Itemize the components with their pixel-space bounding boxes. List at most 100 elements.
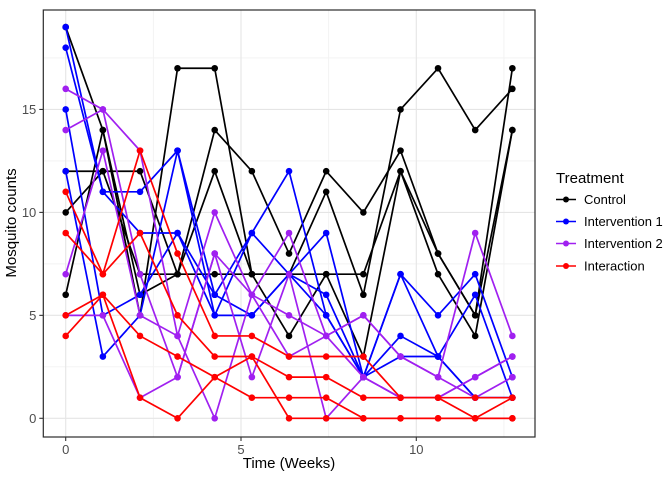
series-point-intervention-1: [62, 106, 69, 113]
series-point-interaction: [285, 415, 293, 422]
series-point-intervention-1: [211, 312, 219, 319]
series-point-intervention-2: [509, 353, 516, 360]
series-point-intervention-2: [397, 353, 404, 360]
series-point-intervention-1: [322, 291, 330, 299]
legend-label-intervention-2: Intervention 2: [584, 236, 663, 251]
series-point-intervention-2: [360, 373, 367, 381]
series-point-control: [211, 167, 219, 175]
series-point-intervention-1: [471, 291, 479, 299]
series-point-control: [360, 291, 367, 299]
series-point-control: [471, 126, 479, 134]
series-point-intervention-1: [434, 312, 442, 319]
series-point-interaction: [136, 332, 144, 340]
series-point-control: [248, 167, 256, 175]
y-tick-label: 5: [29, 308, 36, 323]
series-point-intervention-2: [62, 85, 69, 93]
series-point-control: [322, 270, 330, 278]
series-point-interaction: [248, 394, 256, 402]
series-point-control: [136, 167, 144, 175]
series-point-control: [509, 64, 516, 72]
series-point-interaction: [136, 229, 144, 237]
x-tick-label: 0: [62, 442, 69, 457]
series-point-intervention-1: [397, 332, 404, 340]
series-point-control: [322, 188, 330, 196]
series-point-control: [211, 270, 219, 278]
series-point-intervention-2: [509, 373, 516, 381]
series-point-control: [360, 270, 367, 278]
legend-label-intervention-1: Intervention 1: [584, 214, 663, 229]
series-point-interaction: [174, 312, 181, 319]
series-point-control: [434, 64, 442, 72]
series-point-intervention-2: [322, 332, 330, 340]
series-point-intervention-2: [62, 270, 69, 278]
series-point-intervention-2: [248, 373, 256, 381]
series-point-control: [211, 64, 219, 72]
legend-key-point-2: [563, 218, 569, 225]
panel-border: [42, 9, 536, 438]
series-point-interaction: [136, 147, 144, 154]
series-point-interaction: [211, 332, 219, 340]
series-point-interaction: [471, 415, 479, 422]
series-point-control: [397, 106, 404, 113]
series-point-interaction: [509, 394, 516, 402]
series-point-intervention-1: [99, 353, 107, 360]
series-point-control: [99, 126, 107, 134]
series-point-intervention-1: [136, 188, 144, 196]
legend-label-interaction: Interaction: [584, 259, 645, 274]
series-point-control: [211, 126, 219, 134]
chart-generated-layer: 0 5 10 0 5 10 15 Control Intervention 1 Intervent…: [22, 9, 663, 457]
series-point-intervention-1: [397, 270, 404, 278]
series-point-intervention-2: [434, 373, 442, 381]
series-point-intervention-2: [285, 312, 293, 319]
series-point-intervention-1: [174, 147, 181, 154]
series-point-control: [248, 270, 256, 278]
series-point-interaction: [62, 312, 69, 319]
series-point-interaction: [509, 415, 516, 422]
series-point-intervention-2: [509, 332, 516, 340]
y-tick-label: 0: [29, 411, 36, 426]
series-point-interaction: [360, 353, 367, 360]
series-point-intervention-1: [322, 229, 330, 237]
series-point-control: [397, 167, 404, 175]
series-point-intervention-2: [136, 270, 144, 278]
y-axis-title: Mosquito counts: [3, 168, 20, 277]
series-point-intervention-2: [211, 250, 219, 257]
series-point-interaction: [434, 415, 442, 422]
series-point-intervention-2: [471, 229, 479, 237]
y-tick-label: 15: [22, 102, 36, 117]
series-point-control: [434, 270, 442, 278]
series-point-intervention-2: [471, 373, 479, 381]
series-point-interaction: [360, 394, 367, 402]
series-point-interaction: [322, 373, 330, 381]
series-point-interaction: [174, 415, 181, 422]
series-point-intervention-2: [285, 229, 293, 237]
series-point-intervention-2: [174, 332, 181, 340]
series-point-interaction: [174, 353, 181, 360]
series-point-intervention-2: [211, 415, 219, 422]
series-point-control: [174, 270, 181, 278]
x-tick-label: 5: [237, 442, 244, 457]
series-point-intervention-1: [62, 44, 69, 51]
series-point-intervention-2: [248, 291, 256, 299]
series-point-control: [434, 250, 442, 257]
series-point-interaction: [174, 250, 181, 257]
series-point-intervention-1: [471, 270, 479, 278]
series-point-intervention-2: [285, 270, 293, 278]
series-point-control: [62, 209, 69, 216]
x-tick-label: 10: [409, 442, 423, 457]
series-point-interaction: [397, 394, 404, 402]
series-point-interaction: [136, 394, 144, 402]
series-point-interaction: [471, 394, 479, 402]
series-point-interaction: [99, 291, 107, 299]
series-point-interaction: [248, 332, 256, 340]
series-point-intervention-2: [99, 147, 107, 154]
series-point-interaction: [62, 188, 69, 196]
series-point-intervention-1: [62, 167, 69, 175]
legend-title: Treatment: [556, 170, 625, 187]
series-point-interaction: [434, 394, 442, 402]
series-point-intervention-2: [174, 373, 181, 381]
series-point-interaction: [211, 373, 219, 381]
series-point-control: [62, 291, 69, 299]
series-point-intervention-2: [360, 312, 367, 319]
